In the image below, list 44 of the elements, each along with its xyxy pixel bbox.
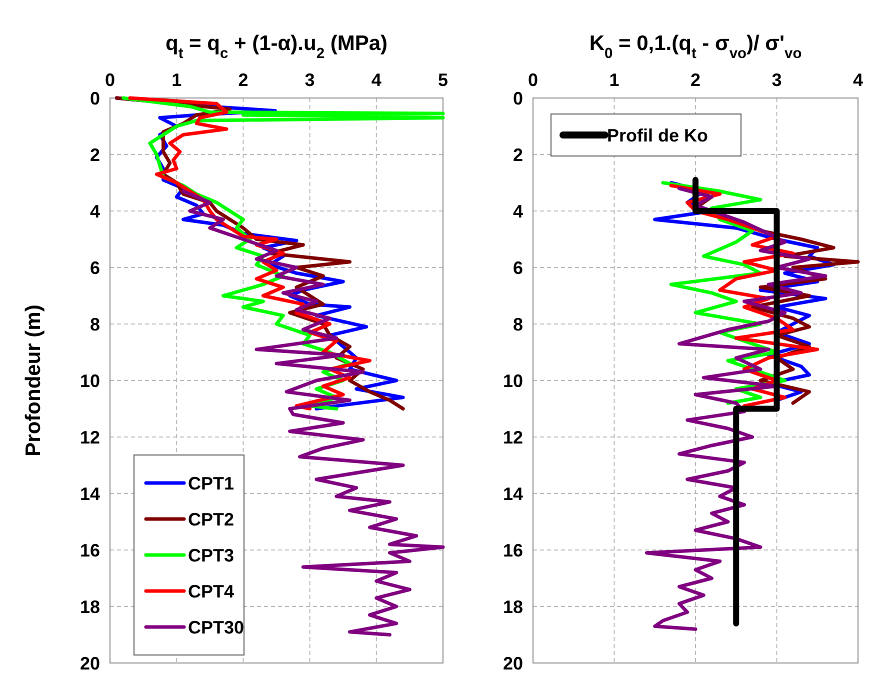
legend-label: CPT3: [188, 545, 234, 566]
y-tick-label: 8: [90, 314, 100, 334]
line-series: [182, 189, 445, 636]
y-tick-label: 10: [80, 370, 100, 391]
y-tick-label: 4: [512, 201, 523, 222]
y-tick-label: 20: [80, 653, 100, 674]
y-tick-label: 14: [80, 484, 100, 504]
y-tick-label: 8: [512, 314, 523, 334]
x-tick-label: 0: [528, 70, 538, 90]
legend-label: Profil de Ko: [607, 125, 708, 146]
x-tick-label: 1: [172, 70, 182, 90]
legend-label: CPT1: [188, 473, 234, 494]
chart-title: q$_{t}$ = q$_{c}$ + (1-α).u$_{2}$ (MPa): [165, 32, 388, 62]
y-tick-label: 18: [80, 596, 100, 617]
y-tick-label: 14: [502, 484, 523, 504]
legend-label: CPT30: [188, 617, 244, 638]
x-tick-label: 3: [304, 70, 315, 90]
x-tick-label: 0: [104, 70, 116, 90]
y-tick-label: 12: [502, 427, 523, 448]
y-tick-label: 20: [502, 653, 523, 674]
y-tick-label: 2: [512, 144, 523, 165]
y-tick-label: 12: [80, 427, 100, 448]
legend-label: CPT2: [188, 509, 234, 530]
x-tick-label: 1: [609, 70, 620, 90]
x-tick-label: 5: [438, 70, 448, 90]
y-tick-label: 6: [512, 258, 523, 278]
y-axis-title: Profondeur (m): [22, 304, 45, 456]
legend-label: CPT4: [188, 581, 234, 602]
line-series: [645, 186, 828, 631]
y-tick-label: 16: [80, 540, 100, 560]
y-tick-label: 4: [90, 201, 100, 222]
x-tick-label: 3: [772, 70, 782, 90]
y-tick-label: 0: [512, 88, 523, 108]
y-tick-label: 10: [502, 370, 523, 391]
y-tick-label: 18: [502, 596, 523, 617]
y-tick-label: 0: [90, 88, 100, 108]
chart-title: K$_{0}$ = 0,1.(q$_{t}$ - σ$_{vo}$)/ σ'$_{vo}$: [589, 32, 802, 62]
x-tick-label: 2: [238, 70, 248, 90]
x-tick-label: 2: [690, 70, 701, 90]
y-tick-label: 16: [502, 540, 523, 560]
y-tick-label: 6: [90, 258, 100, 278]
y-tick-label: 2: [90, 144, 100, 165]
x-tick-label: 4: [371, 70, 382, 90]
x-tick-label: 4: [852, 70, 864, 90]
